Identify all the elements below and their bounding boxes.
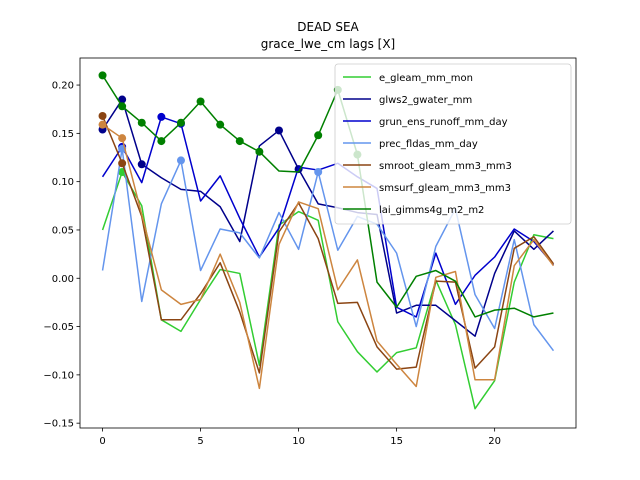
series-layer [98, 71, 555, 410]
legend: e_gleam_mm_mon glws2_gwater_mm grun_ens_ru… [334, 63, 572, 225]
series-line-smsurf_gleam_mm3_mm3 [102, 124, 555, 390]
y-tick-label: −0.05 [43, 322, 74, 333]
legend-label-grun_ens_runoff_mm_day: grun_ens_runoff_mm_day [379, 117, 508, 128]
series-smsurf_gleam_mm3_mm3 [98, 120, 555, 390]
y-tick-label: −0.10 [43, 370, 74, 381]
x-tick-label: 15 [390, 436, 403, 447]
x-axis: 0 5 10 15 20 [99, 428, 501, 447]
x-tick-label: 20 [488, 436, 501, 447]
data-point-lai_gimms4g_m2_m2-1 [118, 102, 127, 111]
legend-label-smsurf_gleam_mm3_mm3: smsurf_gleam_mm3_mm3 [379, 183, 511, 194]
data-point-glws2_gwater_mm-9 [274, 126, 283, 135]
series-line-smroot_gleam_mm3_mm3 [101, 115, 555, 374]
data-point-lai_gimms4g_m2_m2-11 [314, 131, 323, 140]
data-point-smroot_gleam_mm3_mm3-0 [98, 111, 107, 120]
legend-label-lai_gimms4g_m2_m2: lai_gimms4g_m2_m2 [379, 205, 484, 216]
x-tick-label: 5 [197, 436, 203, 447]
data-point-lai_gimms4g_m2_m2-2 [137, 118, 146, 127]
chart-title: DEAD SEA [297, 20, 359, 34]
y-tick-label: −0.15 [43, 419, 74, 430]
legend-label-prec_fldas_mm_day: prec_fldas_mm_day [379, 139, 478, 150]
y-tick-label: 0.15 [52, 129, 74, 140]
data-point-prec_fldas_mm_day-4 [176, 156, 185, 165]
x-tick-label: 0 [99, 436, 105, 447]
legend-label-smroot_gleam_mm3_mm3: smroot_gleam_mm3_mm3 [379, 161, 512, 172]
y-tick-label: 0.05 [52, 225, 74, 236]
data-point-lai_gimms4g_m2_m2-5 [196, 97, 205, 106]
series-lai_gimms4g_m2_m2 [98, 71, 554, 318]
data-point-lai_gimms4g_m2_m2-3 [157, 137, 166, 146]
y-axis: −0.15 −0.10 −0.05 0.00 0.05 0.10 0.15 0.20 [43, 81, 80, 430]
data-point-lai_gimms4g_m2_m2-4 [176, 118, 185, 127]
data-point-lai_gimms4g_m2_m2-0 [98, 71, 107, 80]
y-tick-label: 0.00 [52, 274, 74, 285]
data-point-glws2_gwater_mm-2 [137, 160, 146, 169]
y-tick-label: 0.10 [52, 177, 74, 188]
series-line-lai_gimms4g_m2_m2 [101, 74, 554, 318]
data-point-glws2_gwater_mm-1 [118, 95, 127, 104]
series-line-prec_fldas_mm_day [101, 148, 555, 352]
data-point-grun_ens_runoff_mm_day-3 [157, 112, 166, 121]
chart-subtitle: grace_lwe_cm lags [X] [261, 37, 395, 51]
legend-box [334, 63, 572, 225]
data-point-smroot_gleam_mm3_mm3-1 [118, 159, 127, 168]
legend-label-glws2_gwater_mm: glws2_gwater_mm [379, 95, 472, 106]
series-line-glws2_gwater_mm [101, 98, 554, 337]
data-point-lai_gimms4g_m2_m2-6 [216, 120, 225, 129]
x-tick-label: 10 [292, 436, 305, 447]
data-point-lai_gimms4g_m2_m2-8 [255, 147, 264, 156]
plot-frame [79, 57, 577, 429]
data-point-lai_gimms4g_m2_m2-7 [235, 137, 244, 146]
data-point-prec_fldas_mm_day-11 [314, 167, 323, 176]
y-tick-label: 0.20 [52, 81, 74, 92]
data-point-smsurf_gleam_mm3_mm3-0 [98, 120, 107, 129]
legend-label-e_gleam_mm_mon: e_gleam_mm_mon [379, 73, 473, 84]
series-smroot_gleam_mm3_mm3 [98, 111, 555, 374]
data-point-smsurf_gleam_mm3_mm3-1 [118, 134, 127, 143]
